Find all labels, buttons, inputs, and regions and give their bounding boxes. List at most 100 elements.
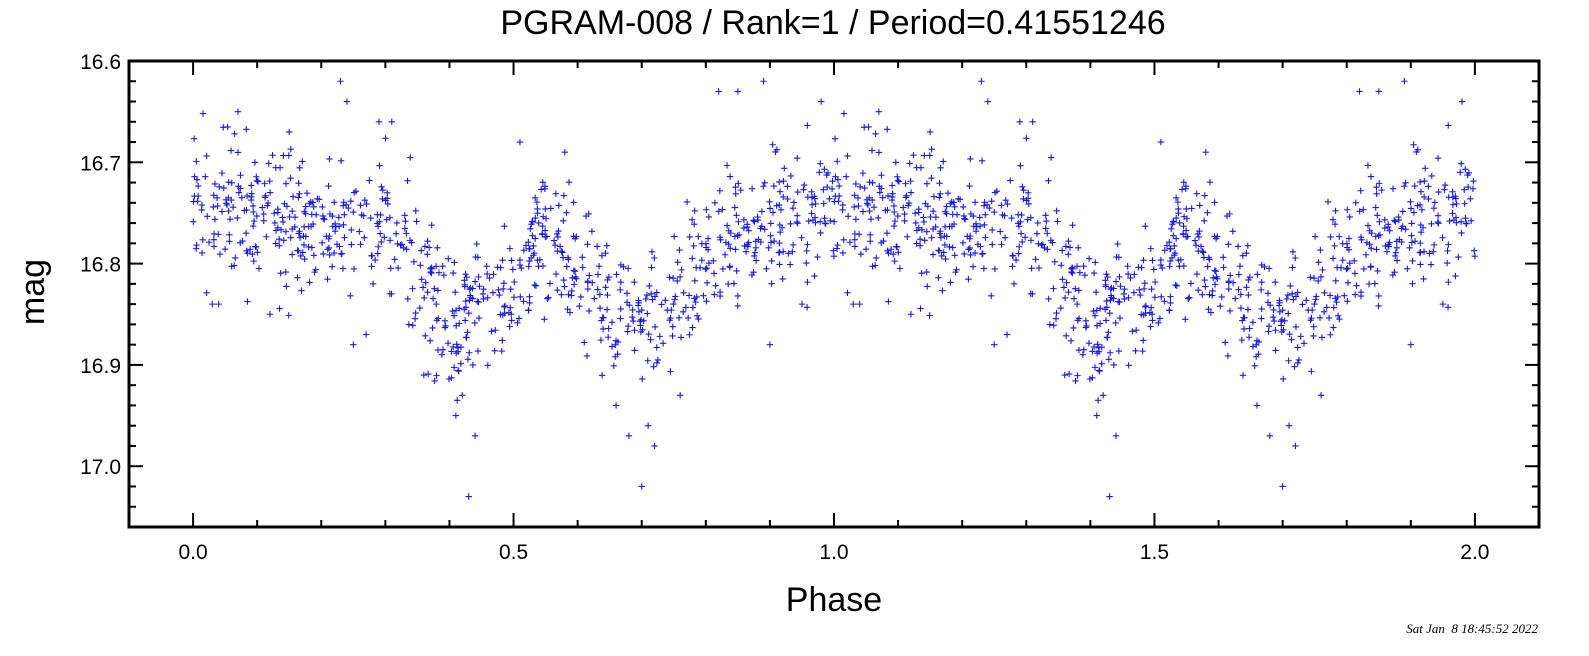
data-point [1196,227,1203,235]
data-point [1330,304,1338,311]
data-point [382,135,389,142]
data-point [1307,274,1314,281]
data-point [1392,249,1400,256]
data-point [1191,237,1199,244]
data-point [952,268,959,276]
data-point [895,178,903,185]
data-point [1166,245,1174,252]
data-point [225,207,232,215]
data-point [1009,252,1017,259]
data-point [1065,288,1072,296]
data-point [604,334,612,341]
data-point [203,289,210,297]
data-point [777,206,785,213]
data-point [752,238,760,245]
data-point [623,290,631,297]
data-point [1332,277,1339,285]
data-point [1431,199,1439,206]
data-point [269,151,276,159]
data-point [1409,257,1416,265]
data-point [1095,344,1102,352]
data-point [368,252,376,259]
data-point [1411,238,1419,245]
data-point [538,186,545,193]
data-point [716,234,724,241]
data-point [761,226,768,233]
data-point [921,237,928,244]
data-point [639,326,646,334]
data-point [223,201,231,209]
data-point [1094,341,1101,348]
data-point [787,220,794,228]
data-point [272,227,280,234]
data-point [884,126,891,133]
data-point [844,213,852,220]
data-point [1061,294,1069,302]
data-point [692,298,699,306]
data-point [235,189,243,196]
data-point [1142,222,1149,230]
data-point [1446,217,1453,225]
data-point [461,283,469,290]
data-point [1245,291,1252,299]
data-point [704,235,712,242]
data-point [1183,215,1191,222]
data-point [1292,254,1299,262]
data-point [625,432,633,440]
data-point [299,249,307,256]
data-point [469,361,477,369]
data-point [1124,263,1131,270]
data-point [1114,240,1121,248]
data-point [424,251,431,258]
data-point [1434,218,1442,226]
data-point [689,304,697,311]
data-point [467,284,474,292]
data-point [321,216,328,223]
data-point [226,238,233,245]
data-point [1469,185,1477,192]
data-point [215,231,222,238]
data-point [1015,223,1023,230]
data-point [861,184,868,192]
data-point [464,356,472,363]
data-point [1240,314,1247,321]
data-point [340,199,347,206]
data-point [667,314,674,322]
data-point [943,210,950,217]
data-point [1295,356,1303,364]
data-point [1393,238,1400,245]
data-point [199,110,207,117]
data-point [1001,234,1009,241]
data-point [1211,281,1219,288]
data-point [425,244,433,251]
data-point [384,189,391,197]
data-point [1265,322,1273,330]
data-point [452,412,460,419]
data-point [731,204,738,211]
data-point [248,182,255,189]
data-point [1072,285,1079,292]
data-point [350,265,358,273]
data-point [234,108,242,115]
data-point [1385,243,1393,250]
data-point [727,245,734,252]
data-point [1029,118,1036,125]
data-point [193,241,200,249]
data-point [1002,196,1009,204]
data-point [1116,314,1124,322]
data-point [1449,201,1457,208]
data-point [1288,336,1295,343]
data-point [429,295,437,302]
data-point [1356,88,1363,95]
data-point [1105,356,1113,363]
data-point [310,203,317,210]
data-point [471,319,478,327]
data-point [489,289,497,296]
data-point [827,217,834,224]
data-point [823,171,830,179]
data-point [1121,285,1128,293]
data-point [803,259,810,267]
data-point [1096,305,1104,312]
data-point [936,194,943,201]
data-point [769,209,777,216]
